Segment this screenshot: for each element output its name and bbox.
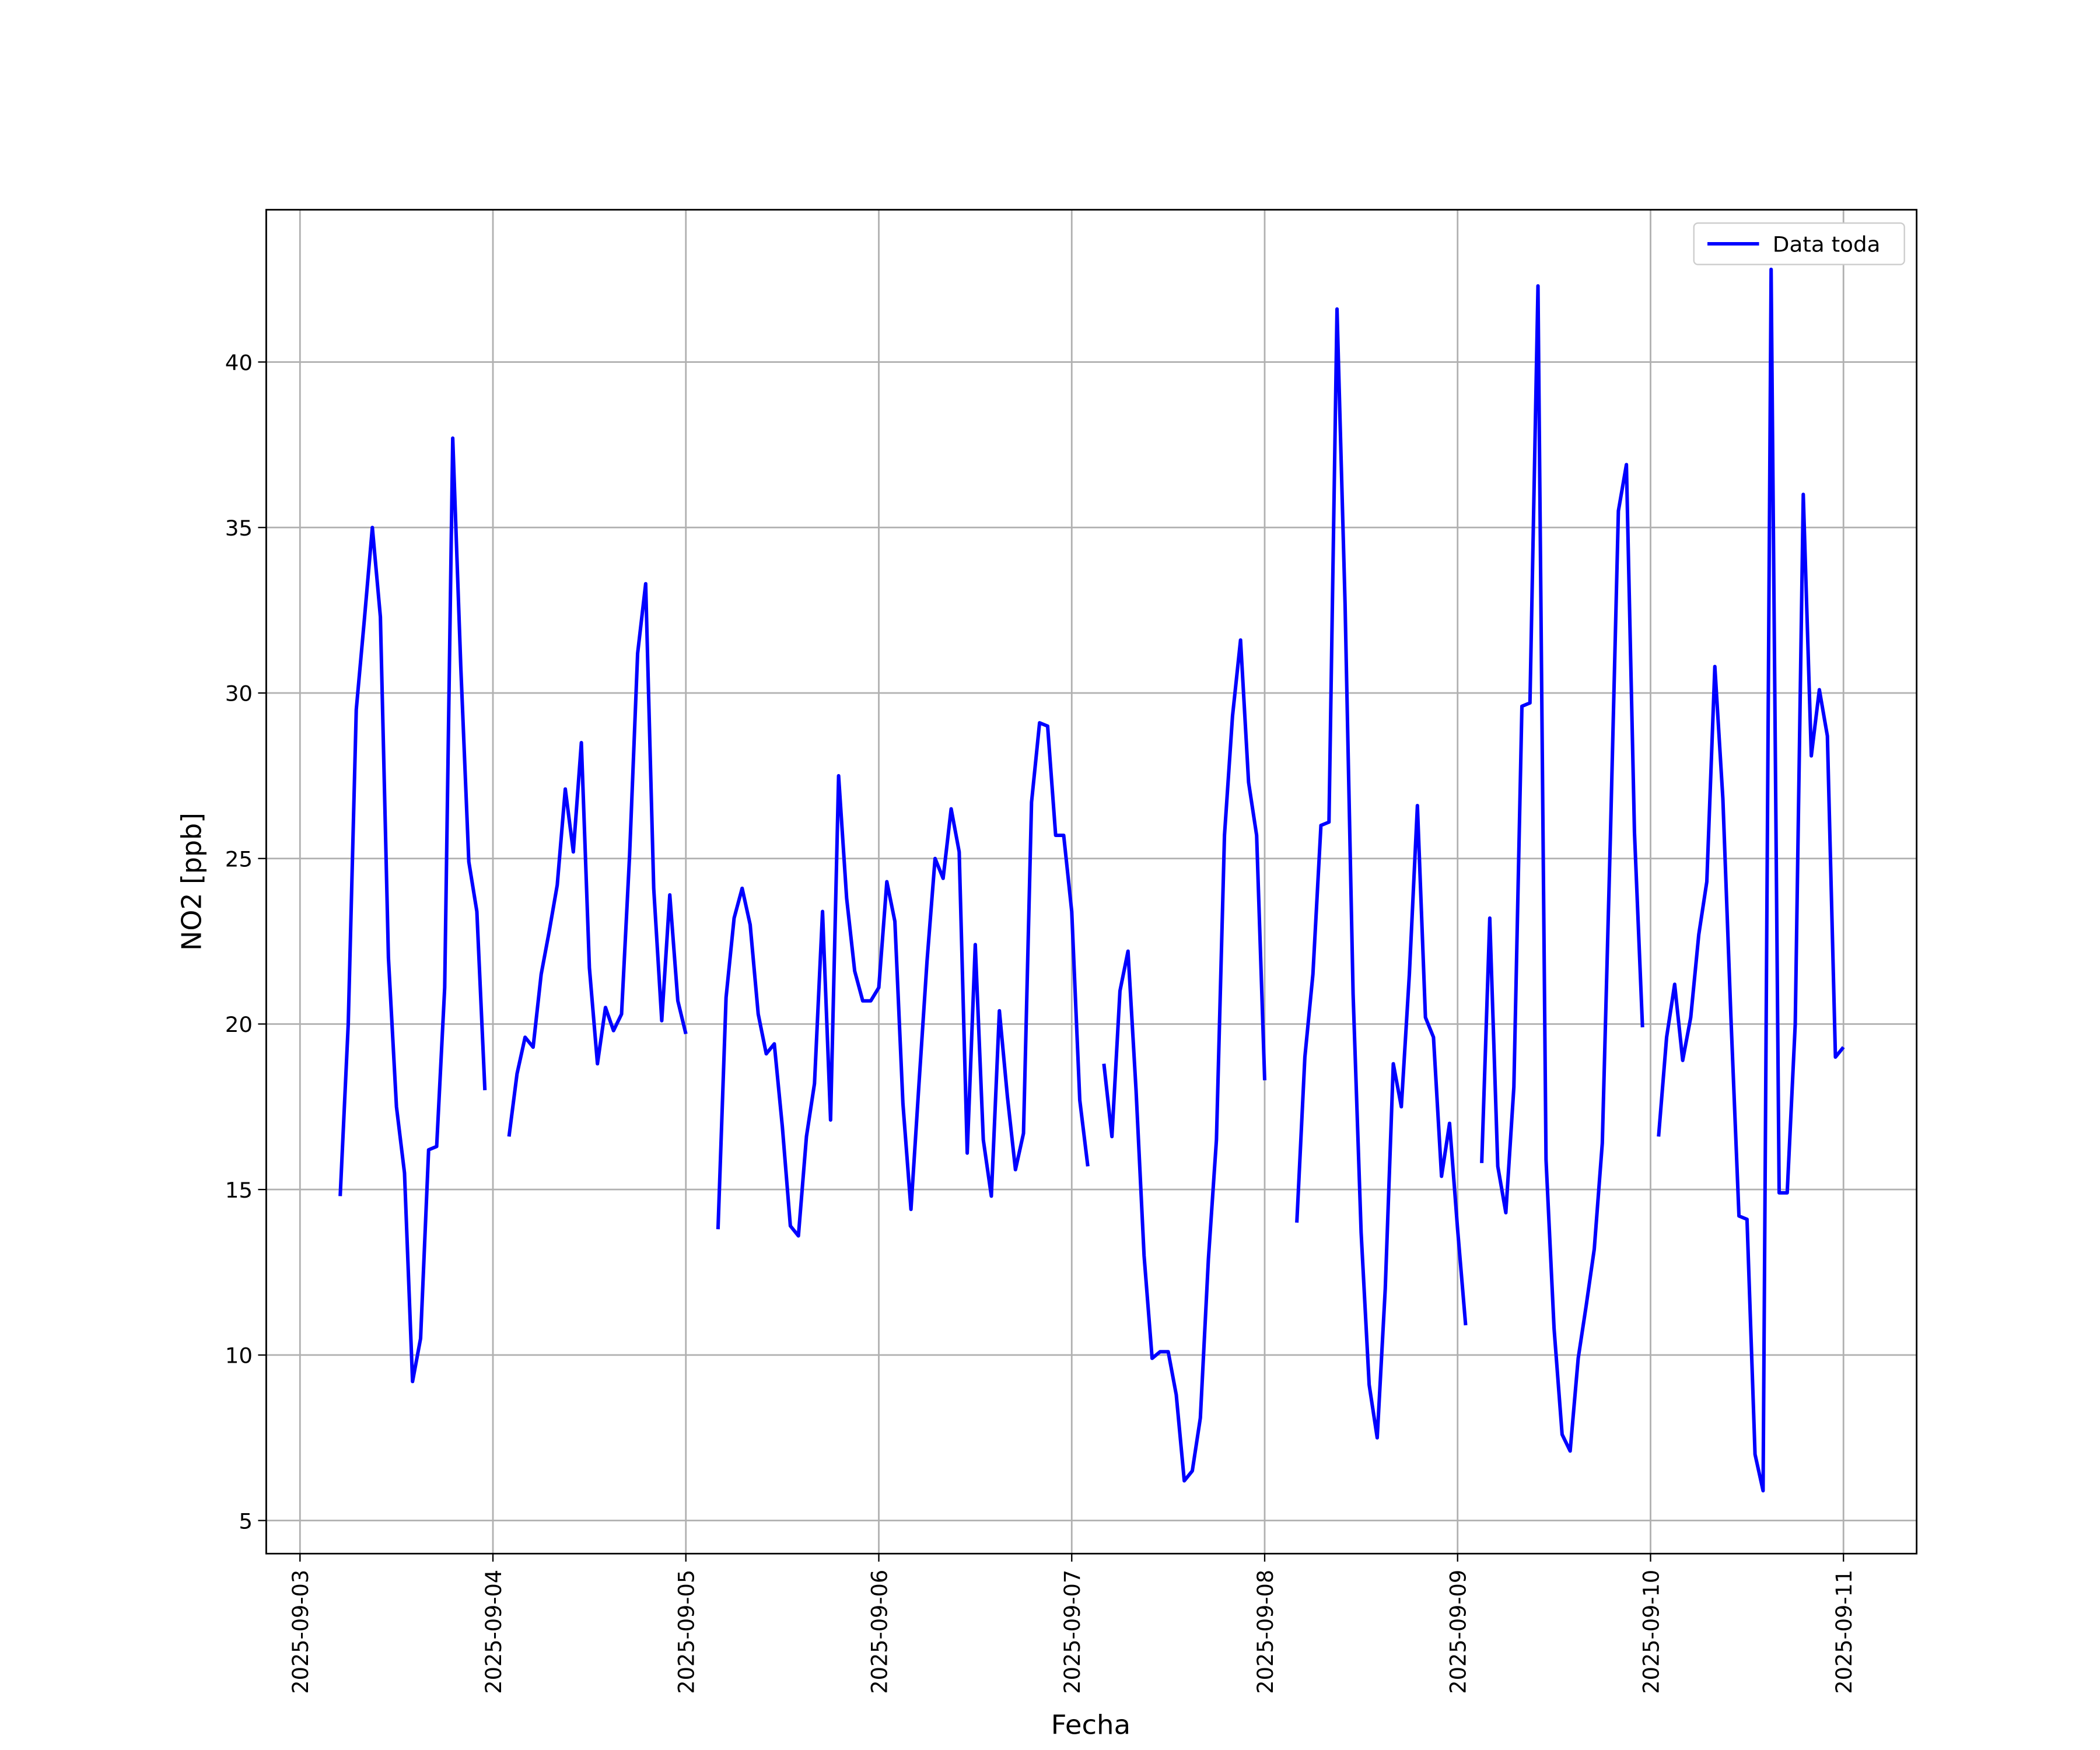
- plot-area: [338, 267, 1845, 1493]
- legend-box: [1693, 222, 1905, 265]
- x-tick-label: 2025-09-07: [1060, 1570, 1085, 1694]
- legend: Data toda: [1693, 222, 1905, 265]
- ticks: 5 10 15 20 25 30 35 40 2025-09-03 2025-09-04 2025-…: [225, 351, 1857, 1694]
- x-tick-label: 2025-09-03: [288, 1570, 313, 1694]
- y-tick-label: 15: [225, 1178, 253, 1203]
- y-tick-label: 20: [225, 1012, 253, 1037]
- x-tick-label: 2025-09-11: [1832, 1570, 1857, 1694]
- y-tick-label: 35: [225, 516, 253, 541]
- x-tick-label: 2025-09-04: [481, 1570, 506, 1694]
- x-tick-label: 2025-09-09: [1446, 1570, 1471, 1694]
- y-tick-label: 30: [225, 681, 253, 706]
- grid: [266, 209, 1917, 1554]
- y-axis-label: NO2 [ppb]: [176, 813, 207, 951]
- x-tick-label: 2025-09-06: [867, 1570, 892, 1694]
- legend-label: Data toda: [1773, 232, 1881, 257]
- data-line: [338, 267, 1845, 1493]
- axes-frame: [265, 209, 1918, 1555]
- y-tick-label: 5: [239, 1509, 253, 1534]
- x-tick-label: 2025-09-08: [1253, 1570, 1278, 1694]
- x-tick-label: 2025-09-05: [674, 1570, 699, 1694]
- y-tick-label: 40: [225, 351, 253, 376]
- x-tick-label: 2025-09-10: [1639, 1570, 1664, 1694]
- y-tick-label: 10: [225, 1343, 253, 1368]
- y-tick-label: 25: [225, 847, 253, 872]
- x-axis-label: Fecha: [1051, 1709, 1131, 1741]
